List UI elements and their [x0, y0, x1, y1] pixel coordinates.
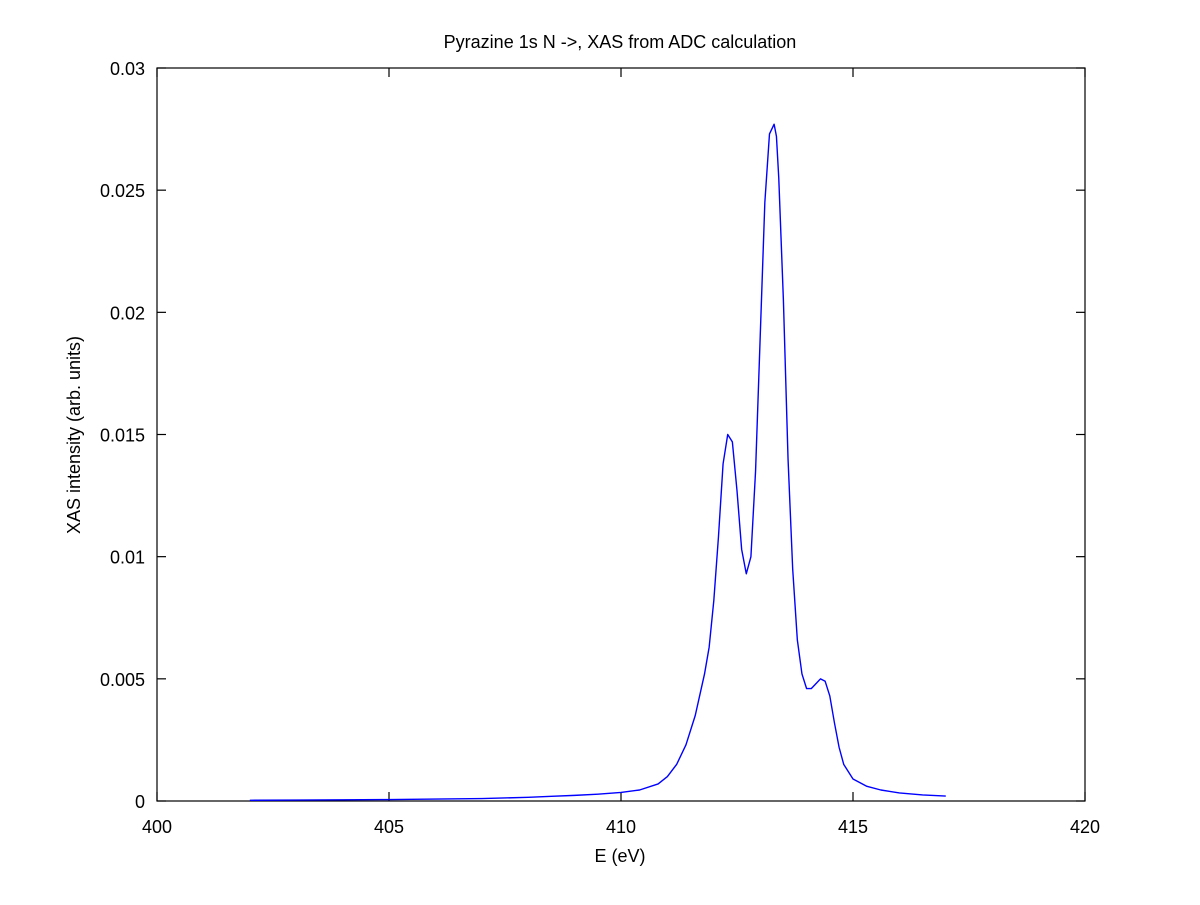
- data-point: [695, 715, 696, 716]
- data-point: [922, 794, 923, 795]
- data-point: [769, 133, 770, 134]
- data-point: [792, 568, 793, 569]
- data-point: [249, 800, 250, 801]
- data-point: [667, 776, 668, 777]
- data-point: [820, 678, 821, 679]
- y-tick-label: 0.03: [110, 59, 145, 79]
- data-point: [481, 798, 482, 799]
- data-point: [676, 764, 677, 765]
- y-tick-label: 0: [135, 792, 145, 812]
- data-point: [750, 556, 751, 557]
- data-point: [713, 600, 714, 601]
- data-point: [727, 434, 728, 435]
- data-point: [815, 683, 816, 684]
- series-layer: [249, 123, 946, 801]
- axis-tick-labels: 400 405 410 415 420 0 0.005 0.01 0.015 0.02 0.025 0…: [100, 59, 1100, 837]
- data-point: [704, 673, 705, 674]
- data-point: [880, 789, 881, 790]
- y-tick-label: 0.015: [100, 426, 145, 446]
- data-point: [774, 124, 775, 125]
- data-point: [741, 549, 742, 550]
- data-point: [776, 136, 777, 137]
- data-point: [296, 799, 297, 800]
- data-point: [574, 795, 575, 796]
- data-point: [551, 796, 552, 797]
- x-tick-label: 405: [374, 817, 404, 837]
- data-point: [342, 799, 343, 800]
- data-point: [685, 744, 686, 745]
- y-tick-label: 0.02: [110, 303, 145, 323]
- data-point: [736, 490, 737, 491]
- data-point: [718, 537, 719, 538]
- data-point: [732, 441, 733, 442]
- data-point: [597, 794, 598, 795]
- data-point: [639, 789, 640, 790]
- y-tick-label: 0.005: [100, 670, 145, 690]
- data-point: [778, 177, 779, 178]
- x-tick-label: 410: [606, 817, 636, 837]
- y-tick-label: 0.01: [110, 548, 145, 568]
- chart-title: Pyrazine 1s N ->, XAS from ADC calculati…: [444, 32, 797, 52]
- data-point: [834, 722, 835, 723]
- y-tick-label: 0.025: [100, 181, 145, 201]
- data-point: [797, 639, 798, 640]
- x-axis-label: E (eV): [594, 846, 645, 866]
- data-point: [787, 458, 788, 459]
- data-point: [806, 688, 807, 689]
- data-point: [764, 202, 765, 203]
- data-point: [746, 573, 747, 574]
- series-group: [249, 123, 946, 801]
- data-point: [945, 796, 946, 797]
- data-point: [843, 764, 844, 765]
- data-point: [829, 695, 830, 696]
- data-point: [811, 688, 812, 689]
- data-point: [866, 786, 867, 787]
- data-point: [388, 799, 389, 800]
- data-point: [722, 463, 723, 464]
- x-tick-label: 420: [1070, 817, 1100, 837]
- data-point: [760, 336, 761, 337]
- data-point: [852, 778, 853, 779]
- data-point: [838, 747, 839, 748]
- data-point: [801, 673, 802, 674]
- data-point: [899, 792, 900, 793]
- y-axis-label: XAS intensity (arb. units): [64, 336, 84, 534]
- data-point: [783, 300, 784, 301]
- data-point: [658, 783, 659, 784]
- data-point: [435, 798, 436, 799]
- data-point: [755, 471, 756, 472]
- series-line: [249, 123, 946, 801]
- x-tick-label: 415: [838, 817, 868, 837]
- data-point: [620, 792, 621, 793]
- axis-ticks: [156, 67, 1086, 802]
- data-point: [709, 646, 710, 647]
- data-point: [528, 797, 529, 798]
- x-tick-label: 400: [142, 817, 172, 837]
- data-point: [825, 681, 826, 682]
